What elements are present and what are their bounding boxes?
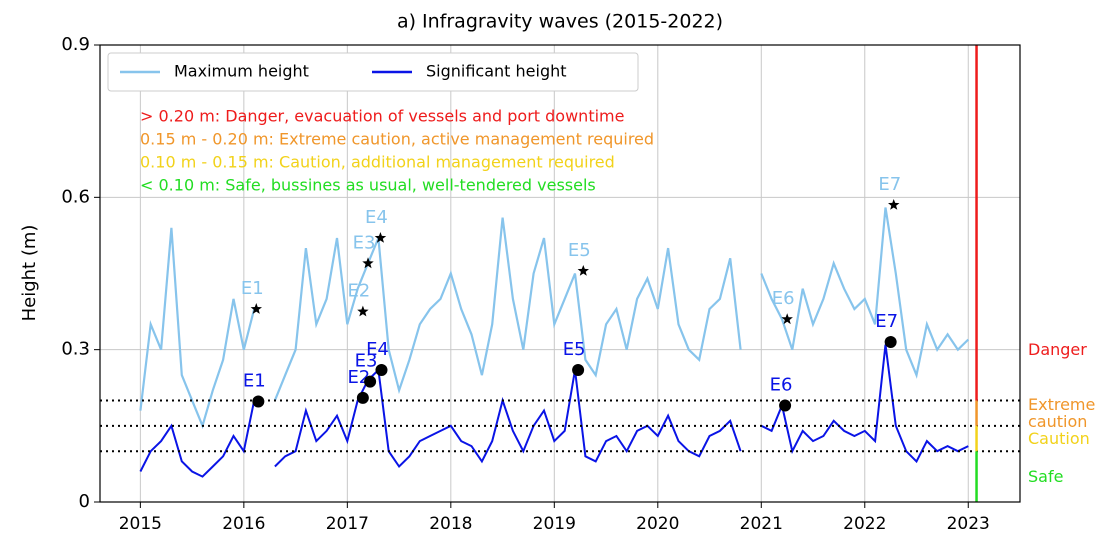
event-label: E2 (347, 281, 370, 302)
event-label: E4 (365, 207, 388, 228)
zone-label: Caution (1028, 429, 1090, 449)
x-tick-label: 2018 (429, 514, 472, 534)
event-label: E5 (568, 240, 591, 261)
y-axis-label: Height (m) (19, 225, 40, 322)
chart-title: a) Infragravity waves (2015-2022) (397, 11, 723, 33)
event-label: E3 (353, 232, 376, 253)
annotation: > 0.20 m: Danger, evacuation of vessels … (140, 107, 624, 126)
y-tick-label: 0.6 (61, 186, 90, 207)
series-line (139, 344, 969, 478)
event-dot (375, 363, 388, 376)
event-star (374, 232, 387, 243)
plot-frame (99, 44, 1021, 503)
x-tick-label: 2020 (636, 514, 679, 534)
event-label: E6 (770, 375, 793, 396)
legend-label: Significant height (426, 62, 567, 81)
event-label: E4 (366, 339, 389, 360)
x-tick-label: 2017 (326, 514, 369, 534)
y-tick-label: 0 (79, 491, 90, 512)
event-dot (252, 395, 265, 408)
event-star (888, 199, 900, 210)
annotation: < 0.10 m: Safe, bussines as usual, well-… (140, 176, 596, 195)
series-line (139, 207, 970, 430)
event-label: E3 (355, 351, 378, 372)
event-label: E6 (772, 288, 795, 309)
zone-label: Danger (1028, 340, 1087, 360)
event-label: E1 (243, 370, 266, 391)
event-star (250, 303, 262, 314)
x-tick-label: 2022 (843, 514, 886, 534)
event-star (362, 257, 374, 269)
event-dot (364, 375, 377, 388)
annotation: 0.15 m - 0.20 m: Extreme caution, active… (140, 130, 654, 149)
event-star (357, 305, 369, 317)
x-tick-label: 2023 (947, 514, 990, 534)
y-tick-label: 0.3 (61, 339, 90, 360)
event-dot (356, 391, 369, 404)
event-star (781, 313, 793, 325)
event-dot (884, 336, 897, 349)
event-dot (572, 363, 585, 376)
event-star (577, 265, 589, 276)
event-label: E1 (241, 278, 264, 299)
legend-label: Maximum height (174, 62, 309, 81)
x-tick-label: 2021 (740, 514, 783, 534)
event-dot (779, 399, 792, 412)
event-label: E5 (563, 339, 586, 360)
x-tick-label: 2015 (119, 514, 162, 534)
zone-label: Safe (1028, 467, 1064, 487)
annotation: 0.10 m - 0.15 m: Caution, additional man… (140, 153, 615, 172)
zone-label: Extreme caution (1028, 395, 1096, 432)
x-tick-label: 2019 (533, 514, 576, 534)
y-tick-label: 0.9 (61, 34, 90, 55)
x-tick-label: 2016 (222, 514, 265, 534)
event-label: E7 (875, 311, 898, 332)
event-label: E7 (878, 174, 901, 195)
